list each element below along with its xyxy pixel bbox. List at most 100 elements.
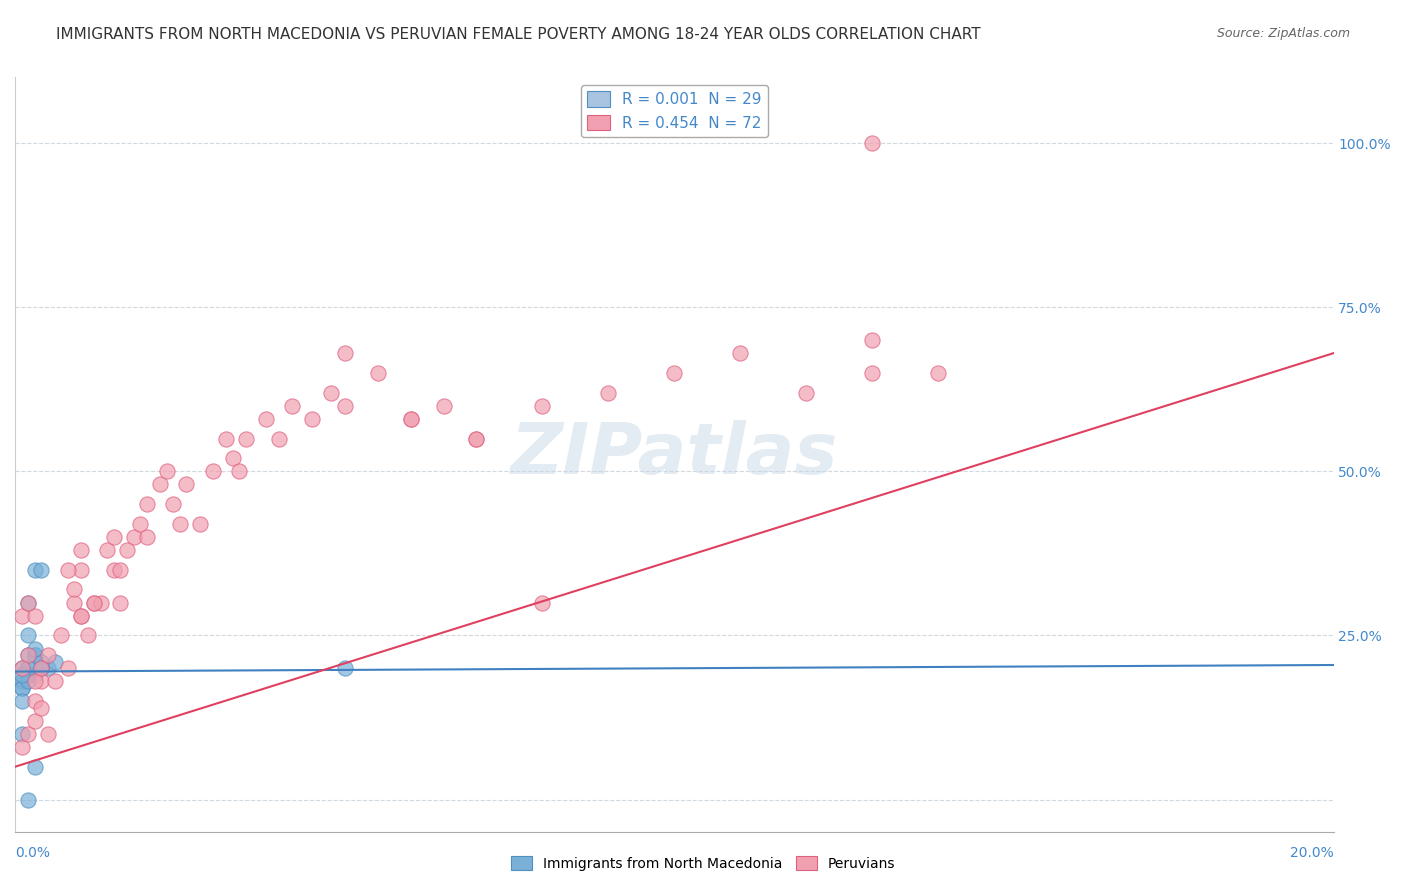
Point — [37, 727, 59, 741]
Point — [228, 464, 250, 478]
Point — [254, 412, 277, 426]
Point — [37, 648, 59, 662]
Point — [30, 661, 52, 675]
Point — [10, 681, 32, 695]
Point — [83, 596, 105, 610]
Point — [30, 700, 52, 714]
Point — [215, 432, 238, 446]
Point — [30, 563, 52, 577]
Point — [860, 366, 883, 380]
Point — [17, 648, 39, 662]
Text: IMMIGRANTS FROM NORTH MACEDONIA VS PERUVIAN FEMALE POVERTY AMONG 18-24 YEAR OLDS: IMMIGRANTS FROM NORTH MACEDONIA VS PERUV… — [56, 27, 981, 42]
Text: 0.0%: 0.0% — [15, 846, 51, 860]
Point — [221, 451, 243, 466]
Point — [17, 596, 39, 610]
Point — [90, 596, 112, 610]
Point — [10, 608, 32, 623]
Point — [17, 596, 39, 610]
Point — [333, 399, 356, 413]
Point — [17, 668, 39, 682]
Legend: R = 0.001  N = 29, R = 0.454  N = 72: R = 0.001 N = 29, R = 0.454 N = 72 — [581, 85, 768, 136]
Point — [367, 366, 389, 380]
Point — [465, 432, 488, 446]
Point — [162, 497, 184, 511]
Point — [531, 399, 554, 413]
Point — [169, 516, 191, 531]
Legend: Immigrants from North Macedonia, Peruvians: Immigrants from North Macedonia, Peruvia… — [505, 850, 901, 876]
Point — [103, 530, 125, 544]
Point — [17, 628, 39, 642]
Point — [10, 674, 32, 689]
Point — [135, 530, 157, 544]
Point — [301, 412, 323, 426]
Point — [465, 432, 488, 446]
Point — [30, 674, 52, 689]
Point — [37, 661, 59, 675]
Point — [399, 412, 422, 426]
Point — [17, 648, 39, 662]
Point — [56, 563, 79, 577]
Point — [24, 760, 46, 774]
Text: ZIPatlas: ZIPatlas — [510, 420, 838, 490]
Text: 20.0%: 20.0% — [1289, 846, 1333, 860]
Point — [70, 608, 93, 623]
Point — [129, 516, 152, 531]
Point — [333, 346, 356, 360]
Point — [432, 399, 454, 413]
Point — [201, 464, 224, 478]
Point — [103, 563, 125, 577]
Point — [135, 497, 157, 511]
Point — [24, 648, 46, 662]
Point — [728, 346, 751, 360]
Point — [281, 399, 304, 413]
Point — [794, 385, 817, 400]
Point — [70, 543, 93, 558]
Point — [860, 136, 883, 150]
Point — [24, 668, 46, 682]
Point — [44, 655, 66, 669]
Point — [10, 740, 32, 755]
Point — [24, 714, 46, 728]
Point — [10, 668, 32, 682]
Point — [531, 596, 554, 610]
Point — [267, 432, 290, 446]
Point — [76, 628, 98, 642]
Point — [110, 563, 132, 577]
Point — [56, 661, 79, 675]
Point — [24, 694, 46, 708]
Point — [30, 661, 52, 675]
Point — [17, 661, 39, 675]
Point — [10, 681, 32, 695]
Point — [24, 648, 46, 662]
Point — [927, 366, 949, 380]
Point — [70, 563, 93, 577]
Point — [24, 563, 46, 577]
Point — [10, 661, 32, 675]
Point — [49, 628, 72, 642]
Point — [156, 464, 179, 478]
Point — [188, 516, 211, 531]
Point — [399, 412, 422, 426]
Point — [17, 661, 39, 675]
Point — [17, 792, 39, 806]
Point — [598, 385, 620, 400]
Point — [122, 530, 145, 544]
Point — [24, 641, 46, 656]
Point — [63, 582, 86, 597]
Point — [321, 385, 343, 400]
Point — [860, 333, 883, 347]
Point — [110, 596, 132, 610]
Point — [30, 655, 52, 669]
Point — [24, 674, 46, 689]
Point — [149, 477, 172, 491]
Point — [10, 727, 32, 741]
Point — [17, 727, 39, 741]
Text: Source: ZipAtlas.com: Source: ZipAtlas.com — [1216, 27, 1350, 40]
Point — [63, 596, 86, 610]
Point — [96, 543, 118, 558]
Point — [44, 674, 66, 689]
Point — [176, 477, 198, 491]
Point — [235, 432, 257, 446]
Point — [70, 608, 93, 623]
Point — [24, 608, 46, 623]
